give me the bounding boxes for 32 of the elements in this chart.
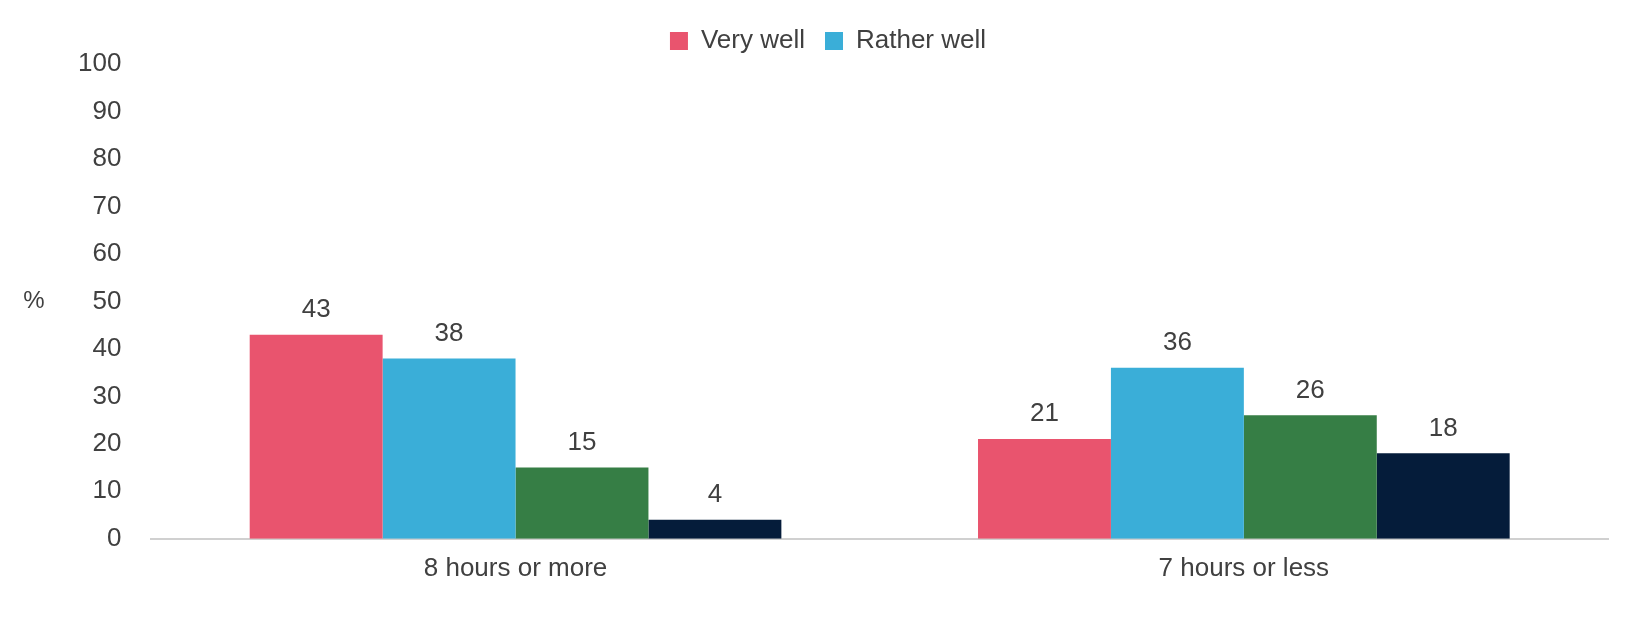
y-tick-label: 0 [106, 521, 122, 552]
bar [1243, 415, 1377, 539]
bar [978, 439, 1111, 539]
x-tick-label: 8 hours or more [423, 551, 608, 582]
data-label: 15 [567, 425, 597, 456]
y-tick-label: 80 [92, 142, 122, 173]
legend-label: Very well [700, 24, 805, 55]
y-tick-label: 60 [92, 237, 122, 268]
data-label: 43 [301, 292, 331, 323]
y-axis-title: % [23, 286, 45, 314]
data-label: 36 [1162, 326, 1192, 357]
bar [382, 358, 516, 539]
y-tick-label: 30 [92, 379, 122, 410]
legend-label: Rather well [855, 24, 987, 55]
y-tick-label: 10 [92, 474, 122, 505]
y-tick-label: 20 [92, 427, 122, 458]
data-label: 38 [434, 316, 464, 347]
data-label: 21 [1030, 397, 1059, 428]
bar [648, 519, 782, 539]
y-tick-label: 70 [92, 189, 122, 220]
data-label: 26 [1295, 373, 1325, 404]
y-tick-label: 100 [77, 47, 122, 78]
bar [1110, 367, 1244, 539]
y-tick-label: 90 [92, 94, 122, 125]
bar [515, 467, 649, 539]
bar [249, 334, 383, 539]
y-tick-label: 50 [92, 284, 122, 315]
y-tick-label: 40 [92, 332, 122, 363]
bar [1376, 453, 1510, 539]
data-label: 4 [707, 477, 723, 508]
data-label: 18 [1428, 411, 1458, 442]
x-tick-label: 7 hours or less [1158, 551, 1330, 582]
